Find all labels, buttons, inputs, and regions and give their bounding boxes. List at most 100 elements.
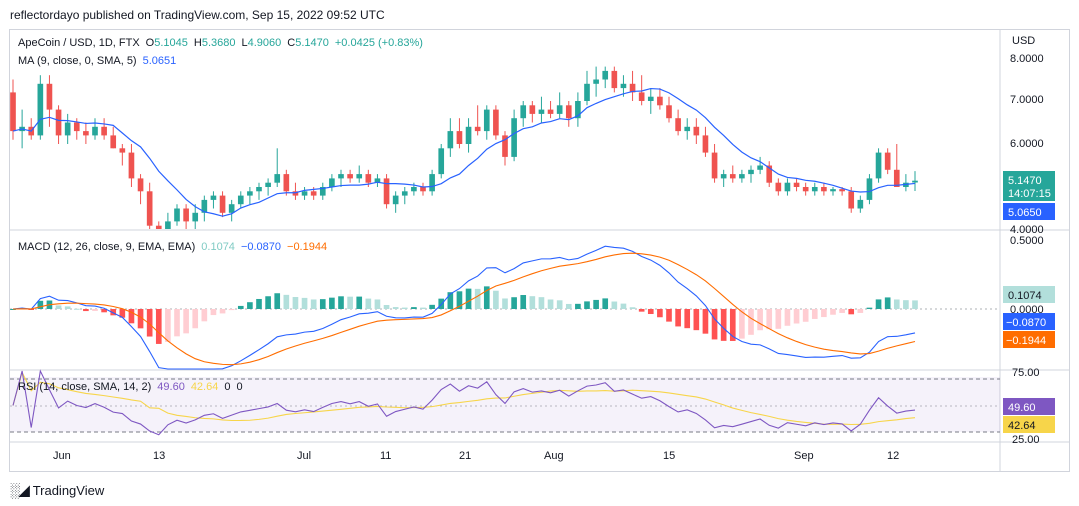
- publish-header: reflectordayo published on TradingView.c…: [10, 8, 385, 22]
- candle-body: [766, 165, 773, 183]
- macd-histogram-bar: [720, 309, 727, 341]
- candle-body: [283, 174, 290, 192]
- x-label-12: 12: [887, 450, 899, 462]
- candle-body: [839, 189, 845, 192]
- candle-body: [629, 83, 636, 93]
- macd-histogram-bar: [775, 309, 782, 329]
- chart-container[interactable]: ApeCoin / USD, 1D, FTX O5.1045 H5.3680 L4.9…: [9, 29, 1070, 472]
- candle-body: [73, 122, 80, 132]
- chart-svg[interactable]: ApeCoin / USD, 1D, FTX O5.1045 H5.3680 L4.9…: [10, 30, 1069, 471]
- macd-histogram-bar: [729, 309, 736, 341]
- macd-badge: −0.0870: [1003, 313, 1055, 330]
- macd-legend-hist: 0.1074: [201, 241, 235, 253]
- svg-text:MA (9, close, 0, SMA, 5)5.0651: MA (9, close, 0, SMA, 5) 5.0651: [18, 55, 176, 67]
- axis-currency: USD: [1012, 35, 1035, 47]
- candle-body: [720, 174, 727, 179]
- macd-histogram-bar: [647, 309, 654, 315]
- macd-legend: MACD (12, 26, close, 9, EMA, EMA) 0.1074−…: [18, 241, 327, 253]
- macd-legend-signal: −0.1944: [287, 241, 327, 253]
- macd-histogram-bar: [547, 299, 554, 309]
- price-badge: 5.1470 14:07:15: [1003, 171, 1055, 201]
- legend-change: +0.0425 (+0.83%): [335, 37, 423, 49]
- candle-body: [693, 126, 700, 136]
- macd-histogram-bar: [283, 294, 290, 309]
- ma-badge-value: 5.0650: [1008, 207, 1042, 219]
- candle-body: [465, 126, 472, 144]
- price-tick-7: 7.0000: [1010, 94, 1044, 106]
- macd-histogram-bar: [374, 299, 381, 309]
- macd-histogram-bar: [675, 309, 681, 327]
- legend-high: 5.3680: [202, 37, 236, 49]
- candle-body: [748, 169, 754, 175]
- macd-histogram-bar: [565, 303, 572, 309]
- footer[interactable]: ░◢ TradingView: [10, 482, 104, 499]
- rsi-ma-badge: 42.64: [1003, 416, 1055, 433]
- x-label-13: 13: [153, 450, 165, 462]
- ma-legend-value: 5.0651: [143, 55, 177, 67]
- macd-histogram-bar: [493, 290, 499, 309]
- macd-histogram-bar: [201, 309, 208, 322]
- candle-body: [912, 180, 918, 183]
- candle-body: [110, 135, 117, 149]
- candle-body: [256, 187, 262, 192]
- rsi-ma-line: [12, 370, 916, 426]
- candle-body: [310, 191, 317, 196]
- candle-body: [739, 174, 745, 179]
- candle-body: [429, 174, 435, 192]
- macd-histogram-bar: [556, 300, 563, 309]
- rsi-badge: 49.60: [1003, 398, 1055, 415]
- candle-body: [37, 83, 44, 136]
- macd-histogram-bar: [329, 297, 335, 309]
- candle-body: [119, 148, 126, 153]
- signal-badge-value: −0.1944: [1006, 335, 1046, 347]
- candles-layer: [10, 66, 918, 229]
- hist-badge-value: 0.1074: [1008, 290, 1042, 302]
- price-axis[interactable]: USD 8.0000 7.0000 6.0000 4.0000 0.5000 0…: [1010, 35, 1044, 446]
- macd-histogram-bar: [101, 309, 107, 313]
- macd-histogram-bar: [866, 307, 873, 309]
- candle-body: [64, 122, 71, 136]
- x-label-11: 11: [380, 450, 391, 462]
- hist-badge: 0.1074: [1003, 286, 1055, 303]
- x-label-jul: Jul: [297, 450, 311, 462]
- macd-histogram-bar: [319, 299, 326, 309]
- rsi-tick-25: 25.00: [1012, 434, 1040, 446]
- candle-body: [675, 118, 681, 132]
- candle-body: [802, 187, 809, 192]
- macd-histogram-bar: [83, 309, 89, 312]
- macd-histogram-bar: [857, 309, 864, 313]
- macd-histogram-bar: [620, 303, 627, 309]
- macd-histogram-bar: [401, 307, 408, 309]
- macd-histogram-bar: [64, 306, 71, 309]
- legend-open: 5.1045: [154, 37, 188, 49]
- macd-histogram-bar: [629, 307, 636, 309]
- signal-badge: −0.1944: [1003, 331, 1055, 348]
- candle-body: [392, 195, 399, 205]
- ma-line: [12, 87, 916, 217]
- macd-histogram-bar: [575, 303, 581, 309]
- candle-body: [356, 174, 363, 179]
- macd-histogram-bar: [219, 309, 226, 314]
- time-axis[interactable]: Jun 13 Jul 11 21 Aug 15 Sep 12: [53, 450, 899, 462]
- macd-histogram-bar: [511, 297, 517, 309]
- candle-body: [456, 131, 463, 144]
- candle-body: [529, 105, 536, 114]
- x-label-jun: Jun: [53, 450, 71, 462]
- candle-body: [146, 191, 153, 226]
- candle-body: [493, 109, 499, 136]
- svg-text:MACD (12, 26, close, 9, EMA, E: MACD (12, 26, close, 9, EMA, EMA) 0.1074−…: [18, 241, 327, 253]
- candle-body: [647, 96, 654, 101]
- candle-body: [319, 187, 326, 196]
- candle-body: [584, 83, 590, 101]
- macd-histogram-bar: [811, 309, 818, 319]
- candle-body: [638, 92, 645, 101]
- candle-body: [483, 109, 490, 132]
- legend-low: 4.9060: [248, 37, 282, 49]
- candle-body: [374, 178, 381, 183]
- candle-body: [411, 187, 417, 192]
- candle-body: [210, 195, 217, 200]
- macd-histogram-bar: [301, 297, 308, 309]
- macd-histogram-bar: [602, 298, 609, 309]
- macd-histogram-bar: [830, 309, 836, 315]
